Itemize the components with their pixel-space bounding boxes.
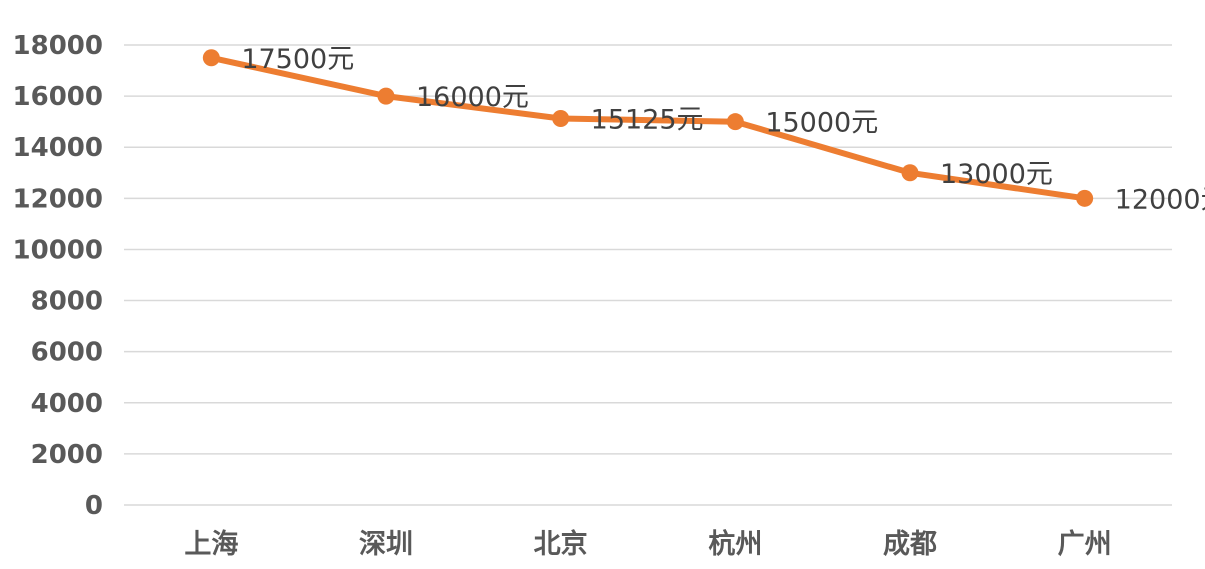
series-layer	[202, 49, 1094, 207]
data-label: 16000元	[416, 82, 529, 113]
x-tick-label: 上海	[184, 529, 238, 560]
y-tick-label: 12000	[13, 184, 103, 214]
data-label: 15000元	[765, 108, 878, 139]
data-point	[552, 109, 570, 127]
data-label: 17500元	[241, 44, 354, 75]
y-tick-label: 16000	[13, 82, 103, 112]
x-tick-label: 深圳	[359, 529, 413, 560]
data-point	[901, 164, 919, 182]
data-label: 15125元	[591, 104, 704, 135]
data-label: 13000元	[940, 159, 1053, 190]
y-tick-label: 6000	[31, 338, 103, 368]
data-point	[202, 49, 220, 67]
series-line	[208, 54, 1088, 202]
y-tick-label: 2000	[31, 440, 103, 470]
y-tick-label: 4000	[31, 389, 103, 419]
data-point	[1076, 189, 1094, 207]
grid-lines	[124, 44, 1172, 506]
y-tick-label: 8000	[31, 287, 103, 317]
x-tick-label: 成都	[883, 529, 937, 560]
y-tick-label: 14000	[13, 133, 103, 163]
x-tick-label: 北京	[534, 528, 588, 560]
y-tick-label: 0	[85, 491, 103, 521]
x-tick-label: 广州	[1058, 529, 1112, 560]
data-labels: 17500元 16000元 15125元 15000元 13000元 12000元	[241, 44, 1205, 216]
y-tick-label: 10000	[13, 235, 103, 265]
data-point	[726, 113, 744, 131]
data-point	[377, 87, 395, 105]
x-axis-ticks: 上海 深圳 北京 杭州 成都 广州	[184, 528, 1111, 560]
y-axis-ticks: 0 2000 4000 6000 8000 10000 12000 14000 16000 180…	[13, 31, 103, 521]
data-label: 12000元	[1115, 184, 1205, 215]
x-tick-label: 杭州	[708, 528, 762, 560]
y-tick-label: 18000	[13, 31, 103, 61]
